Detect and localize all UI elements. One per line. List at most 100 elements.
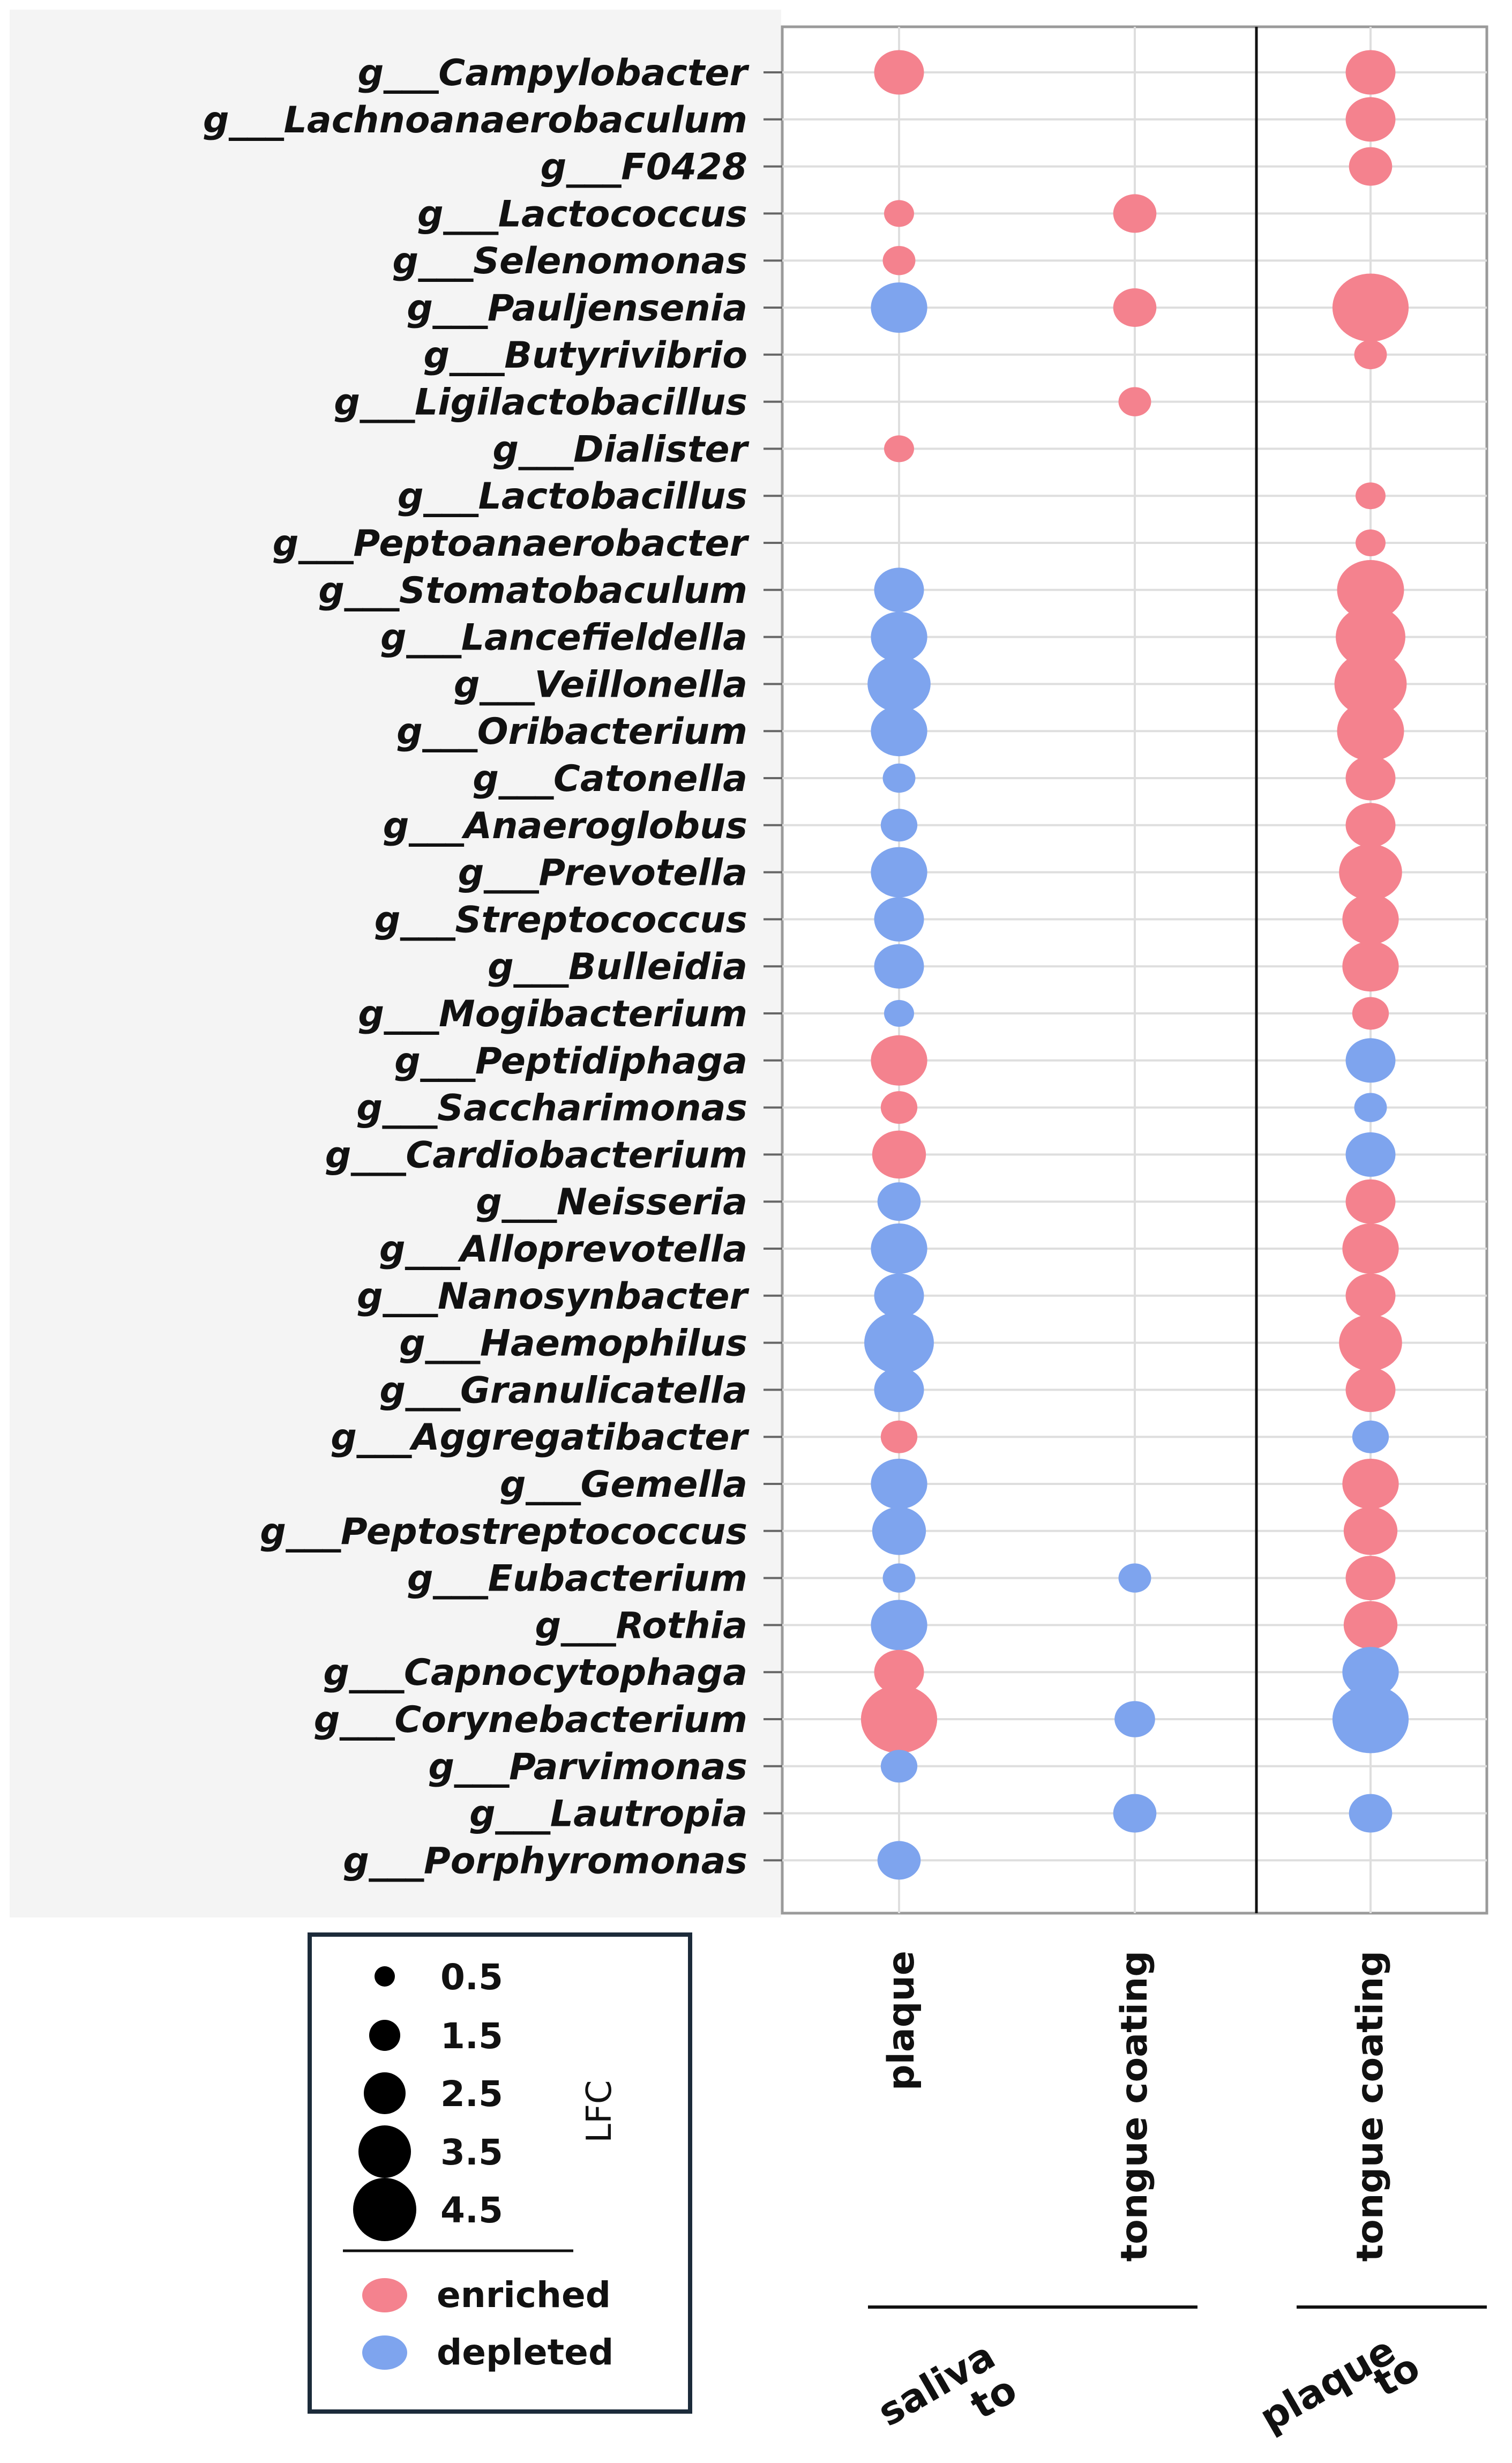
row-label: g___Catonella xyxy=(473,758,747,800)
row-label: g___Saccharimonas xyxy=(356,1087,747,1130)
size-legend-dot xyxy=(375,1966,395,1987)
bubble-depleted xyxy=(867,655,931,712)
bubble-depleted xyxy=(872,1507,926,1555)
row-label: g___Parvimonas xyxy=(428,1746,747,1788)
bubble-enriched xyxy=(884,435,914,462)
bubble-enriched xyxy=(1339,1315,1402,1371)
row-label: g___F0428 xyxy=(541,146,747,189)
bubble-depleted xyxy=(1349,1794,1393,1833)
column-label-plaque: plaque xyxy=(880,1951,923,2091)
bubble-enriched xyxy=(1336,606,1405,668)
row-label: g___Lancefieldella xyxy=(380,617,747,659)
bubble-depleted xyxy=(882,763,916,793)
bubble-depleted xyxy=(871,847,927,898)
size-legend-label: 2.5 xyxy=(440,2073,503,2115)
bubble-enriched xyxy=(880,1091,918,1124)
bubble-enriched xyxy=(1352,997,1389,1030)
bubble-depleted xyxy=(871,282,927,333)
row-label: g___Selenomonas xyxy=(392,240,747,282)
bubbles xyxy=(860,50,1409,1880)
row-label: g___Granulicatella xyxy=(379,1369,747,1412)
row-label: g___Ligilactobacillus xyxy=(334,382,747,424)
legend-enriched-label: enriched xyxy=(437,2274,611,2316)
bubble-enriched xyxy=(874,50,924,95)
row-label: g___Anaeroglobus xyxy=(383,805,747,847)
bubble-enriched xyxy=(1345,1556,1396,1601)
bubble-depleted xyxy=(1352,1420,1389,1453)
size-legend-dot xyxy=(364,2072,406,2114)
row-label: g___Lautropia xyxy=(469,1793,747,1835)
bubble-enriched xyxy=(1345,1179,1396,1224)
row-label: g___Gemella xyxy=(500,1464,747,1506)
column-label-tongue-coating-1: tongue coating xyxy=(1113,1951,1156,2262)
row-label: g___Aggregatibacter xyxy=(331,1416,750,1459)
size-legend-dot xyxy=(358,2125,411,2178)
row-label: g___Streptococcus xyxy=(375,899,747,941)
label-panel-background xyxy=(10,10,781,1917)
legend-enriched-swatch xyxy=(362,2278,407,2312)
bubble-enriched xyxy=(1343,1601,1398,1650)
row-label: g___Peptostreptococcus xyxy=(260,1511,747,1553)
row-label: g___Nanosynbacter xyxy=(357,1275,750,1318)
size-legend-label: 4.5 xyxy=(440,2190,503,2231)
row-label: g___Porphyromonas xyxy=(343,1840,747,1882)
legend-depleted-label: depleted xyxy=(437,2332,613,2373)
bubble-depleted xyxy=(882,1563,916,1593)
row-label: g___Haemophilus xyxy=(399,1323,747,1365)
bubble-enriched xyxy=(1337,560,1404,620)
bubble-enriched xyxy=(884,200,914,227)
bubble-depleted xyxy=(874,568,924,613)
row-label: g___Prevotella xyxy=(458,852,747,894)
bubble-depleted xyxy=(880,809,918,842)
row-label: g___Corynebacterium xyxy=(314,1699,747,1741)
legend-box xyxy=(308,1932,692,2414)
bubble-depleted xyxy=(1342,1647,1399,1698)
bubble-depleted xyxy=(871,1600,927,1651)
bubble-enriched xyxy=(1343,1507,1398,1555)
bubble-enriched xyxy=(1342,1459,1399,1509)
bubble-enriched xyxy=(871,1035,927,1086)
bubble-depleted xyxy=(1354,1093,1387,1122)
bubble-depleted xyxy=(871,1223,927,1274)
row-label: g___Pauljensenia xyxy=(407,287,747,330)
bubble-enriched xyxy=(1118,387,1151,416)
size-legend-dot xyxy=(353,2178,416,2241)
row-label: g___Lactococcus xyxy=(417,193,747,235)
bubble-enriched xyxy=(882,246,916,275)
bubble-depleted xyxy=(871,1459,927,1509)
bubble-enriched xyxy=(1339,844,1402,901)
row-label: g___Lachnoanaerobaculum xyxy=(203,99,747,141)
row-label: g___Alloprevotella xyxy=(379,1228,747,1271)
bubble-enriched xyxy=(880,1420,918,1453)
bubble-depleted xyxy=(874,944,924,989)
row-label: g___Capnocytophaga xyxy=(323,1652,747,1694)
row-label: g___Bulleidia xyxy=(488,946,747,988)
bubble-enriched xyxy=(874,1650,924,1695)
row-label: g___Peptoanaerobacter xyxy=(273,523,750,565)
bubble-enriched xyxy=(1113,288,1157,327)
bubble-enriched xyxy=(860,1685,938,1753)
row-label: g___Neisseria xyxy=(476,1181,747,1223)
bubble-enriched xyxy=(872,1130,926,1179)
bubble-enriched xyxy=(1345,97,1396,142)
row-label: g___Oribacterium xyxy=(396,711,747,753)
bubble-enriched xyxy=(1334,652,1407,716)
bubble-depleted xyxy=(1345,1038,1396,1083)
size-legend: 0.5 1.5 2.5 3.5 4.5 xyxy=(353,1957,503,2241)
row-label: g___Lactobacillus xyxy=(398,475,747,518)
bubble-enriched xyxy=(1345,756,1396,801)
bubble-depleted xyxy=(1114,1701,1155,1737)
row-label: g___Butyrivibrio xyxy=(424,334,747,377)
bubble-depleted xyxy=(884,1000,914,1027)
bubble-enriched xyxy=(1342,941,1399,992)
bubble-enriched xyxy=(1356,482,1386,510)
legend-title: LFC xyxy=(580,2080,619,2143)
bubble-depleted xyxy=(877,1841,921,1880)
bubble-enriched xyxy=(1345,50,1396,95)
size-legend-dot xyxy=(369,2020,400,2051)
bubble-depleted xyxy=(871,706,927,757)
bubble-enriched xyxy=(1356,529,1386,556)
bubble-depleted xyxy=(871,611,927,662)
bubble-depleted xyxy=(1332,1685,1409,1753)
